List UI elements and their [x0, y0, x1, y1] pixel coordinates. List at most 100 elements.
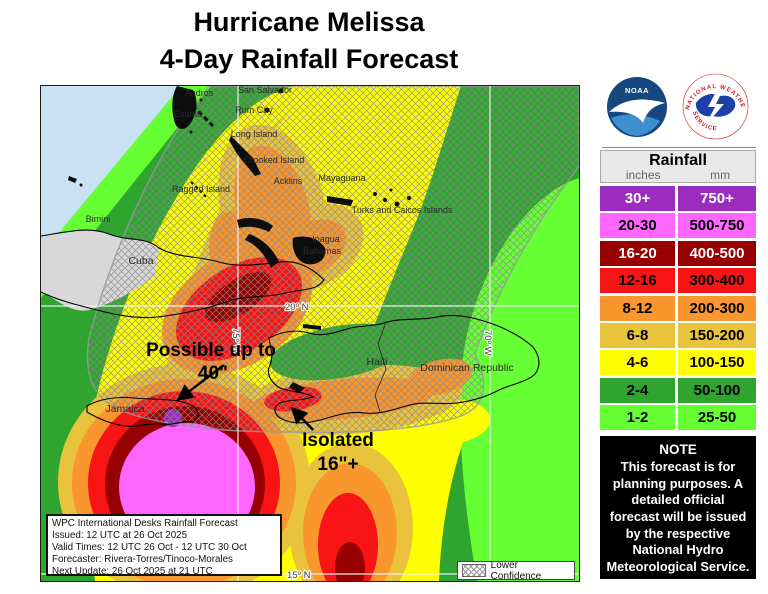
lat-20n-label: 20º N — [285, 302, 309, 313]
isolated-line2: 16"+ — [317, 454, 358, 475]
title-line2: 4-Day Rainfall Forecast — [159, 44, 459, 74]
legend-row: 8-12 200-300 — [600, 295, 756, 321]
nws-logo: NATIONAL WEATHER SERVICE — [682, 73, 749, 140]
bimini-island — [68, 176, 77, 183]
annotations: Possible up to 40" Isolated 16"+ — [146, 340, 374, 475]
graticule-labels: 20º N 15º N 75º W 70º W — [229, 301, 494, 581]
note-title: NOTE — [659, 442, 697, 457]
label-crooked-island: Crooked Island — [244, 155, 305, 165]
lon-70w-label: 70º W — [482, 330, 493, 356]
isolated-line1: Isolated — [302, 430, 374, 451]
label-inagua: Inagua — [312, 234, 340, 244]
legend-row: 2-4 50-100 — [600, 377, 756, 403]
noaa-bird-icon — [609, 99, 665, 123]
rum-cay-island — [264, 107, 270, 113]
lower-confidence-label: Lower Confidence — [490, 559, 542, 582]
title-line1: Hurricane Melissa — [193, 7, 425, 37]
legend-rows: 30+ 750+ 20-30 500-750 16-20 400-500 12-16 3… — [600, 186, 756, 433]
page-title: Hurricane Melissa 4-Day Rainfall Forecas… — [40, 4, 578, 78]
legend-cell-mm: 500-750 — [678, 213, 756, 239]
legend-cell-mm: 750+ — [678, 186, 756, 211]
info-line: Issued: 12 UTC at 26 Oct 2025 — [52, 529, 188, 541]
hatch-swatch-icon — [462, 564, 486, 577]
label-jamaica: Jamaica — [105, 403, 144, 415]
possible-line2: 40" — [198, 363, 228, 384]
label-san-salvador: San Salvador — [238, 86, 292, 95]
legend-header: Rainfall inches mm — [600, 150, 756, 183]
legend-title: Rainfall — [649, 152, 707, 169]
exuma-chain — [185, 98, 215, 128]
info-line: Valid Times: 12 UTC 26 Oct - 12 UTC 30 O… — [52, 541, 247, 553]
turks-caicos-islands — [394, 201, 400, 207]
label-cuba: Cuba — [128, 255, 153, 267]
tortuga-island — [303, 324, 321, 330]
info-line: Next Update: 26 Oct 2025 at 21 UTC — [52, 565, 213, 577]
legend-cell-mm: 100-150 — [678, 350, 756, 376]
label-ragged-island: Ragged Island — [172, 184, 230, 194]
noaa-text: NOAA — [625, 86, 649, 95]
gonave-island — [289, 382, 305, 393]
note-body: This forecast is for planning purposes. … — [606, 459, 750, 574]
legend-cell-inches: 1-2 — [600, 405, 675, 431]
isolated-arrow — [290, 406, 314, 431]
haiti-dr-border — [374, 321, 387, 413]
legend-row: 12-16 300-400 — [600, 268, 756, 294]
lower-confidence-region — [86, 86, 579, 434]
nws-lightning-icon — [705, 86, 725, 126]
mayaguana-island — [327, 196, 353, 206]
forecast-info-box: WPC International Desks Rainfall Forecas… — [46, 514, 282, 577]
legend-row: 20-30 500-750 — [600, 213, 756, 239]
label-dominican-republic: Dominican Republic — [420, 362, 513, 374]
legend-row: 4-6 100-150 — [600, 350, 756, 376]
lon-75w-label: 75º W — [230, 328, 241, 354]
legend-cell-inches: 8-12 — [600, 295, 675, 321]
legend-cell-mm: 300-400 — [678, 268, 756, 294]
label-exuma: Exuma — [174, 109, 202, 119]
label-andros: Andros — [185, 88, 214, 98]
legend-row: 16-20 400-500 — [600, 240, 756, 266]
legend-cell-inches: 20-30 — [600, 213, 675, 239]
right-column-divider — [602, 147, 756, 148]
islands — [68, 86, 411, 393]
legend-cell-inches: 2-4 — [600, 377, 675, 403]
legend-row: 30+ 750+ — [600, 186, 756, 211]
lat-15n-label: 15º N — [287, 570, 311, 581]
legend-row: 6-8 150-200 — [600, 322, 756, 348]
legend-col-mm: mm — [710, 168, 731, 182]
label-bahamas: Bahamas — [303, 246, 342, 256]
acklins-island — [245, 234, 279, 268]
label-bimini: Bimini — [86, 214, 111, 224]
cuba-coastline — [41, 229, 325, 319]
legend-cell-mm: 200-300 — [678, 295, 756, 321]
label-haiti: Haiti — [366, 356, 387, 368]
legend-cell-mm: 400-500 — [678, 240, 756, 266]
map-svg: 20º N 15º N 75º W 70º W Andros San Salva… — [41, 86, 579, 581]
legend-cell-inches: 6-8 — [600, 322, 675, 348]
inagua-island — [292, 236, 326, 265]
hispaniola-coastline — [267, 314, 540, 424]
possible-arrow — [176, 364, 225, 402]
legend-cell-inches: 12-16 — [600, 268, 675, 294]
label-acklins: Acklins — [274, 176, 303, 186]
possible-line1: Possible up to — [146, 340, 276, 361]
legend-cell-inches: 16-20 — [600, 240, 675, 266]
info-line: Forecaster: Rivera-Torres/Tinoco-Morales — [52, 553, 233, 565]
jamaica-coastline — [86, 396, 199, 427]
legend-cell-mm: 50-100 — [678, 377, 756, 403]
forecast-map: 20º N 15º N 75º W 70º W Andros San Salva… — [40, 85, 580, 582]
label-rum-cay: Rum Cay — [235, 105, 273, 115]
crooked-island — [237, 218, 273, 232]
legend-cell-mm: 25-50 — [678, 405, 756, 431]
legend-cell-inches: 4-6 — [600, 350, 675, 376]
long-island — [229, 136, 261, 176]
coastlines — [41, 229, 540, 427]
san-salvador-island — [278, 88, 284, 94]
info-line: WPC International Desks Rainfall Forecas… — [52, 518, 238, 529]
place-labels: Andros San Salvador Exuma Rum Cay Long I… — [86, 86, 514, 415]
label-long-island: Long Island — [231, 129, 278, 139]
andros-island — [172, 86, 197, 129]
legend-row: 1-2 25-50 — [600, 405, 756, 431]
noaa-logo: NOAA — [607, 77, 667, 137]
legend-col-inches: inches — [625, 168, 661, 182]
